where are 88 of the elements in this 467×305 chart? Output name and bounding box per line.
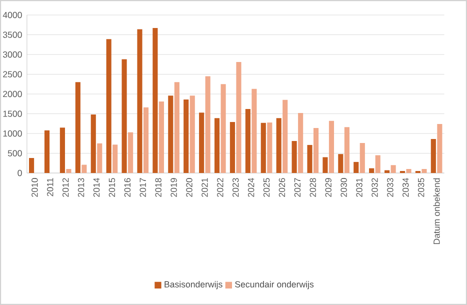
bar (328, 120, 334, 173)
x-tick-label: 2012 (62, 178, 69, 197)
bar (369, 168, 374, 173)
y-tick-label: 1000 (3, 130, 22, 137)
bar (282, 100, 288, 173)
bar (75, 82, 80, 173)
x-tick-label: 2021 (202, 178, 208, 197)
x-tick-label: 2033 (387, 178, 394, 197)
x-tick-label: 2015 (108, 178, 116, 197)
y-tick-label: 1500 (3, 110, 22, 117)
x-tick-label: 2030 (340, 178, 347, 197)
bar (128, 132, 134, 173)
x-tick-label: 2028 (310, 178, 316, 197)
bar (338, 154, 344, 173)
bar (230, 122, 236, 173)
bar (430, 139, 436, 173)
y-tick-label: 3500 (2, 32, 22, 38)
bar (313, 128, 319, 173)
x-tick-label: 2027 (294, 178, 301, 197)
x-tick-label: 2034 (402, 178, 409, 197)
x-tick-label: 2019 (170, 178, 177, 197)
bar (184, 100, 189, 173)
bar (360, 142, 365, 173)
x-tick-label: 2023 (232, 178, 239, 197)
x-tick-label: 2035 (418, 178, 424, 197)
bar (267, 122, 272, 173)
legend-label: Secundair onderwijs (235, 280, 314, 290)
bar (422, 169, 427, 173)
x-tick-label: 2020 (186, 178, 192, 197)
bar (174, 82, 180, 173)
bar (152, 28, 158, 173)
x-tick-label: 2031 (356, 178, 362, 197)
bar (437, 124, 442, 173)
bar (344, 127, 350, 173)
bar (112, 144, 118, 173)
bar (168, 96, 174, 173)
x-tick-label: 2016 (124, 178, 131, 197)
bar (29, 158, 34, 173)
bar (106, 39, 112, 173)
bar (137, 29, 142, 173)
x-tick-label: 2024 (248, 178, 254, 197)
x-tick-label: Datum onbekend (433, 178, 440, 244)
bar (276, 118, 282, 173)
bar (354, 162, 359, 173)
bar (260, 122, 266, 173)
bar (44, 130, 50, 173)
bar (90, 114, 96, 173)
bar (406, 169, 412, 173)
bar (298, 112, 304, 173)
bar (82, 164, 87, 173)
bar (97, 143, 102, 173)
bar (214, 118, 220, 173)
x-tick-label: 2018 (155, 178, 162, 197)
bar (292, 141, 297, 173)
x-tick-label: 2032 (372, 178, 378, 197)
bar (236, 62, 242, 173)
bar (322, 157, 328, 173)
bar (390, 165, 396, 173)
bar (143, 107, 149, 173)
bar (190, 96, 195, 173)
x-tick-label: 2025 (263, 178, 270, 197)
bar (66, 169, 72, 173)
y-tick-label: 4000 (2, 12, 22, 18)
bar (122, 59, 127, 173)
y-tick-label: 0 (18, 170, 22, 176)
x-tick-label: 2013 (78, 178, 84, 197)
legend-label: Basisonderwijs (164, 280, 222, 290)
bar (220, 84, 226, 173)
y-tick-label: 3000 (2, 51, 22, 58)
x-tick-label: 2017 (140, 178, 146, 197)
x-tick-label: 2010 (32, 178, 38, 197)
bar (252, 88, 257, 173)
y-tick-label: 500 (8, 150, 22, 156)
bar (384, 170, 390, 173)
x-tick-label: 2022 (217, 178, 224, 197)
bar (60, 128, 65, 173)
x-tick-label: 2014 (93, 178, 100, 197)
bar (199, 112, 204, 173)
x-tick-label: 2011 (47, 178, 54, 196)
bar (205, 76, 210, 173)
bar (307, 144, 312, 173)
bar (375, 155, 380, 173)
x-tick-label: 2029 (325, 178, 332, 197)
y-tick-label: 2500 (3, 71, 22, 78)
bar (245, 109, 250, 173)
bar (158, 102, 164, 173)
x-tick-label: 2026 (278, 178, 286, 197)
y-tick-label: 2000 (3, 90, 22, 98)
